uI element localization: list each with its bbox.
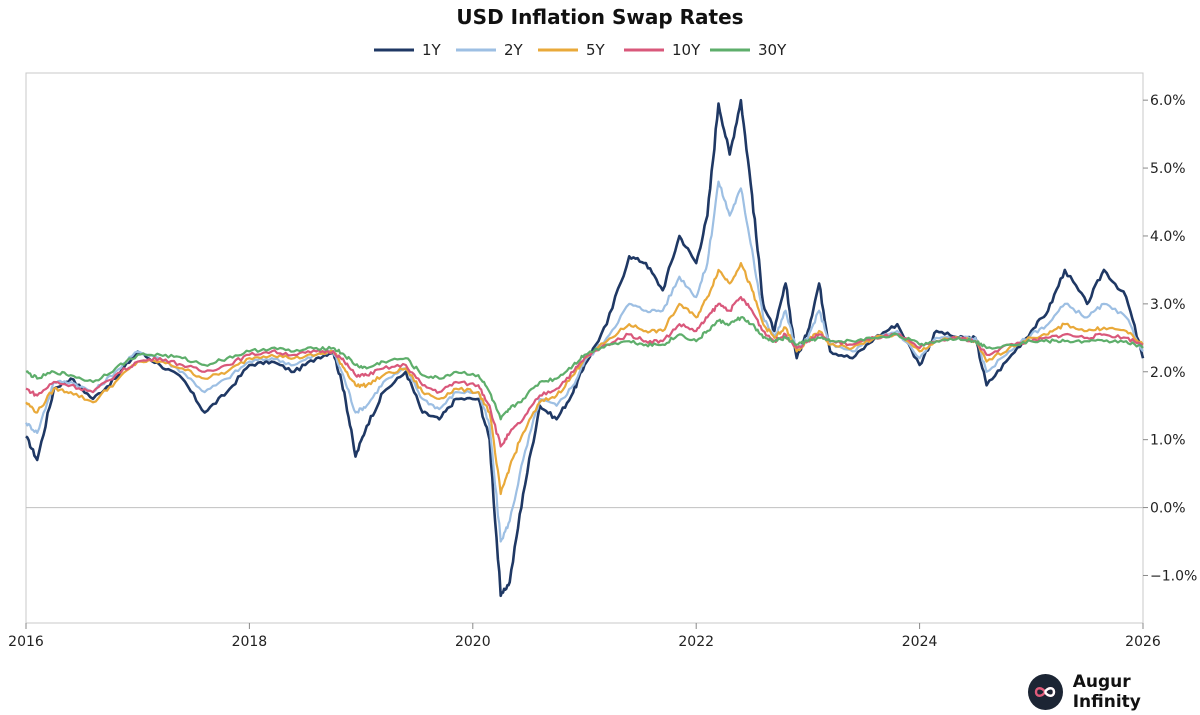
legend-label: 2Y — [504, 41, 524, 59]
legend-item-2y: 2Y — [456, 41, 524, 59]
plot-area — [25, 72, 1144, 624]
chart-legend: 1Y 2Y 5Y 10Y 30Y — [374, 41, 787, 59]
series-line-30y — [25, 316, 1144, 421]
x-axis: 2016 2018 2020 2022 2024 2026 — [8, 623, 1161, 650]
legend-label: 30Y — [758, 41, 787, 59]
y-tick-label: 0.0% — [1150, 501, 1186, 517]
x-tick-label: 2018 — [232, 634, 268, 650]
x-tick-label: 2024 — [902, 634, 938, 650]
series-line-2y — [25, 180, 1144, 543]
x-tick-label: 2026 — [1125, 634, 1161, 650]
series-line-1y — [25, 98, 1145, 598]
brand-name: Augur Infinity — [1072, 672, 1141, 712]
legend-item-10y: 10Y — [624, 41, 701, 59]
y-axis: 6.0% 5.0% 4.0% 3.0% 2.0% 1.0% 0.0% −1.0% — [1143, 93, 1197, 584]
legend-label: 1Y — [422, 41, 442, 59]
brand-badge: Augur Infinity — [1028, 672, 1200, 712]
chart-title: USD Inflation Swap Rates — [456, 5, 743, 29]
legend-label: 5Y — [586, 41, 606, 59]
x-tick-label: 2020 — [455, 634, 491, 650]
y-tick-label: 1.0% — [1150, 433, 1186, 449]
y-tick-label: 4.0% — [1150, 229, 1186, 245]
legend-item-5y: 5Y — [538, 41, 606, 59]
legend-label: 10Y — [672, 41, 701, 59]
series-layer — [25, 98, 1145, 598]
y-tick-label: 3.0% — [1150, 297, 1186, 313]
y-tick-label: 2.0% — [1150, 365, 1186, 381]
y-tick-label: −1.0% — [1150, 568, 1197, 584]
legend-item-30y: 30Y — [710, 41, 787, 59]
x-tick-label: 2022 — [678, 634, 714, 650]
y-tick-label: 5.0% — [1150, 161, 1186, 177]
infinity-icon — [1028, 674, 1063, 710]
legend-item-1y: 1Y — [374, 41, 442, 59]
y-tick-label: 6.0% — [1150, 93, 1186, 109]
x-tick-label: 2016 — [8, 634, 44, 650]
